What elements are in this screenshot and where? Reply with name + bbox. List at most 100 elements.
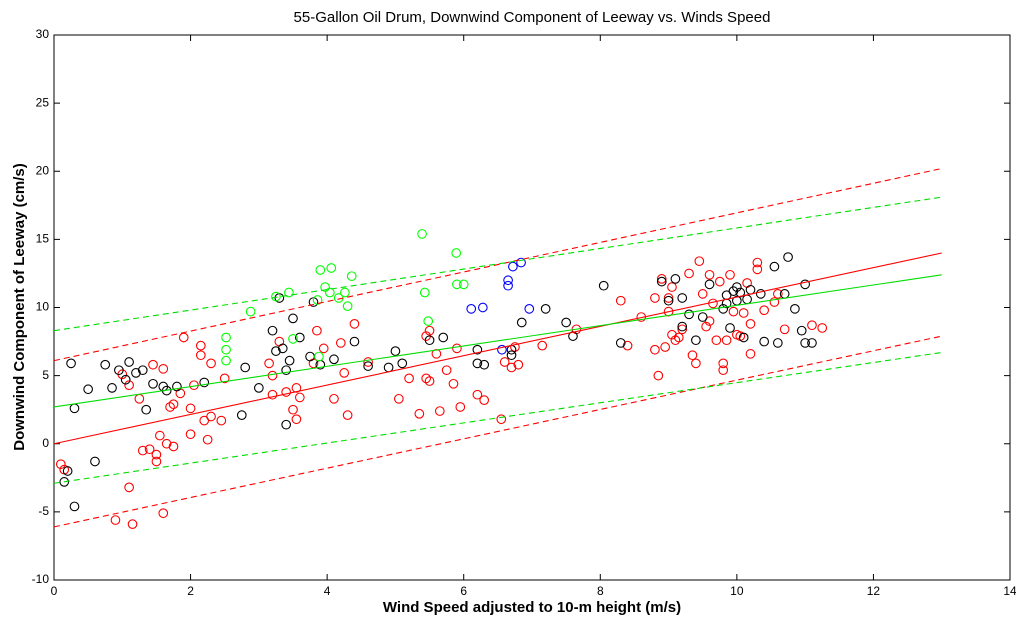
- point: [516, 317, 527, 328]
- point: [206, 411, 216, 422]
- point: [195, 340, 206, 351]
- x-tick-label: 4: [324, 584, 331, 598]
- point: [732, 282, 742, 292]
- point: [438, 332, 449, 343]
- point: [701, 321, 711, 332]
- point: [346, 271, 357, 282]
- point: [393, 393, 404, 404]
- bound-line: [53, 335, 942, 528]
- point: [718, 365, 729, 376]
- point: [120, 374, 131, 385]
- point: [340, 287, 350, 298]
- point: [314, 351, 324, 362]
- bound-line: [53, 167, 942, 362]
- point: [725, 269, 735, 280]
- point: [318, 343, 329, 354]
- point: [83, 384, 93, 395]
- point: [339, 368, 350, 378]
- point: [694, 256, 705, 267]
- point: [561, 317, 571, 328]
- point: [281, 419, 292, 430]
- point: [721, 335, 732, 346]
- point: [320, 282, 330, 292]
- x-tick-label: 10: [730, 584, 744, 598]
- point: [404, 373, 414, 384]
- point: [137, 365, 148, 376]
- point: [424, 325, 435, 336]
- point: [691, 358, 701, 369]
- point: [335, 338, 346, 348]
- point: [458, 279, 469, 290]
- point: [417, 229, 427, 239]
- point: [759, 336, 770, 347]
- point: [677, 324, 688, 335]
- point: [267, 389, 278, 400]
- x-tick-label: 0: [51, 584, 58, 598]
- point: [158, 508, 169, 519]
- point: [349, 336, 360, 347]
- point: [151, 449, 162, 460]
- point: [329, 393, 339, 404]
- point: [684, 309, 694, 320]
- point: [100, 359, 111, 370]
- point: [127, 519, 138, 529]
- point: [168, 399, 179, 410]
- point: [697, 312, 708, 322]
- point: [423, 316, 434, 326]
- point: [510, 342, 520, 352]
- x-tick-label: 2: [187, 584, 194, 598]
- point: [69, 501, 80, 512]
- point: [714, 276, 725, 287]
- point: [107, 383, 117, 393]
- point: [472, 344, 483, 355]
- point: [472, 389, 483, 400]
- point: [277, 343, 288, 354]
- point: [271, 291, 281, 302]
- point: [704, 269, 715, 280]
- point: [254, 383, 264, 393]
- point: [216, 415, 227, 426]
- point: [728, 306, 739, 317]
- x-tick-label: 8: [597, 584, 604, 598]
- y-tick-label: 30: [36, 27, 50, 41]
- point: [66, 358, 76, 369]
- point: [144, 444, 155, 455]
- point: [245, 306, 256, 317]
- point: [434, 406, 445, 416]
- point: [271, 346, 281, 356]
- fit-line: [53, 274, 942, 408]
- point: [472, 358, 483, 369]
- point: [503, 275, 513, 286]
- point: [667, 329, 677, 340]
- point: [656, 274, 667, 284]
- point: [513, 359, 524, 370]
- point: [178, 332, 189, 343]
- point: [294, 332, 305, 343]
- point: [650, 344, 660, 355]
- point: [168, 441, 179, 452]
- point: [506, 350, 517, 361]
- point: [537, 340, 548, 351]
- point: [312, 295, 323, 305]
- y-tick-label: 0: [42, 436, 49, 450]
- point: [397, 358, 408, 369]
- point: [670, 335, 681, 346]
- plot-area: [53, 34, 1011, 581]
- point: [479, 395, 490, 406]
- point: [390, 346, 401, 356]
- point: [497, 344, 507, 355]
- point: [772, 289, 783, 299]
- point: [745, 348, 756, 359]
- point: [660, 342, 671, 352]
- point: [477, 302, 488, 313]
- point: [769, 261, 780, 272]
- point: [419, 287, 430, 298]
- point: [755, 289, 766, 299]
- point: [455, 402, 466, 412]
- y-tick-label: 25: [36, 95, 50, 109]
- point: [294, 392, 305, 403]
- point: [221, 344, 231, 355]
- point: [284, 355, 295, 366]
- point: [172, 381, 182, 392]
